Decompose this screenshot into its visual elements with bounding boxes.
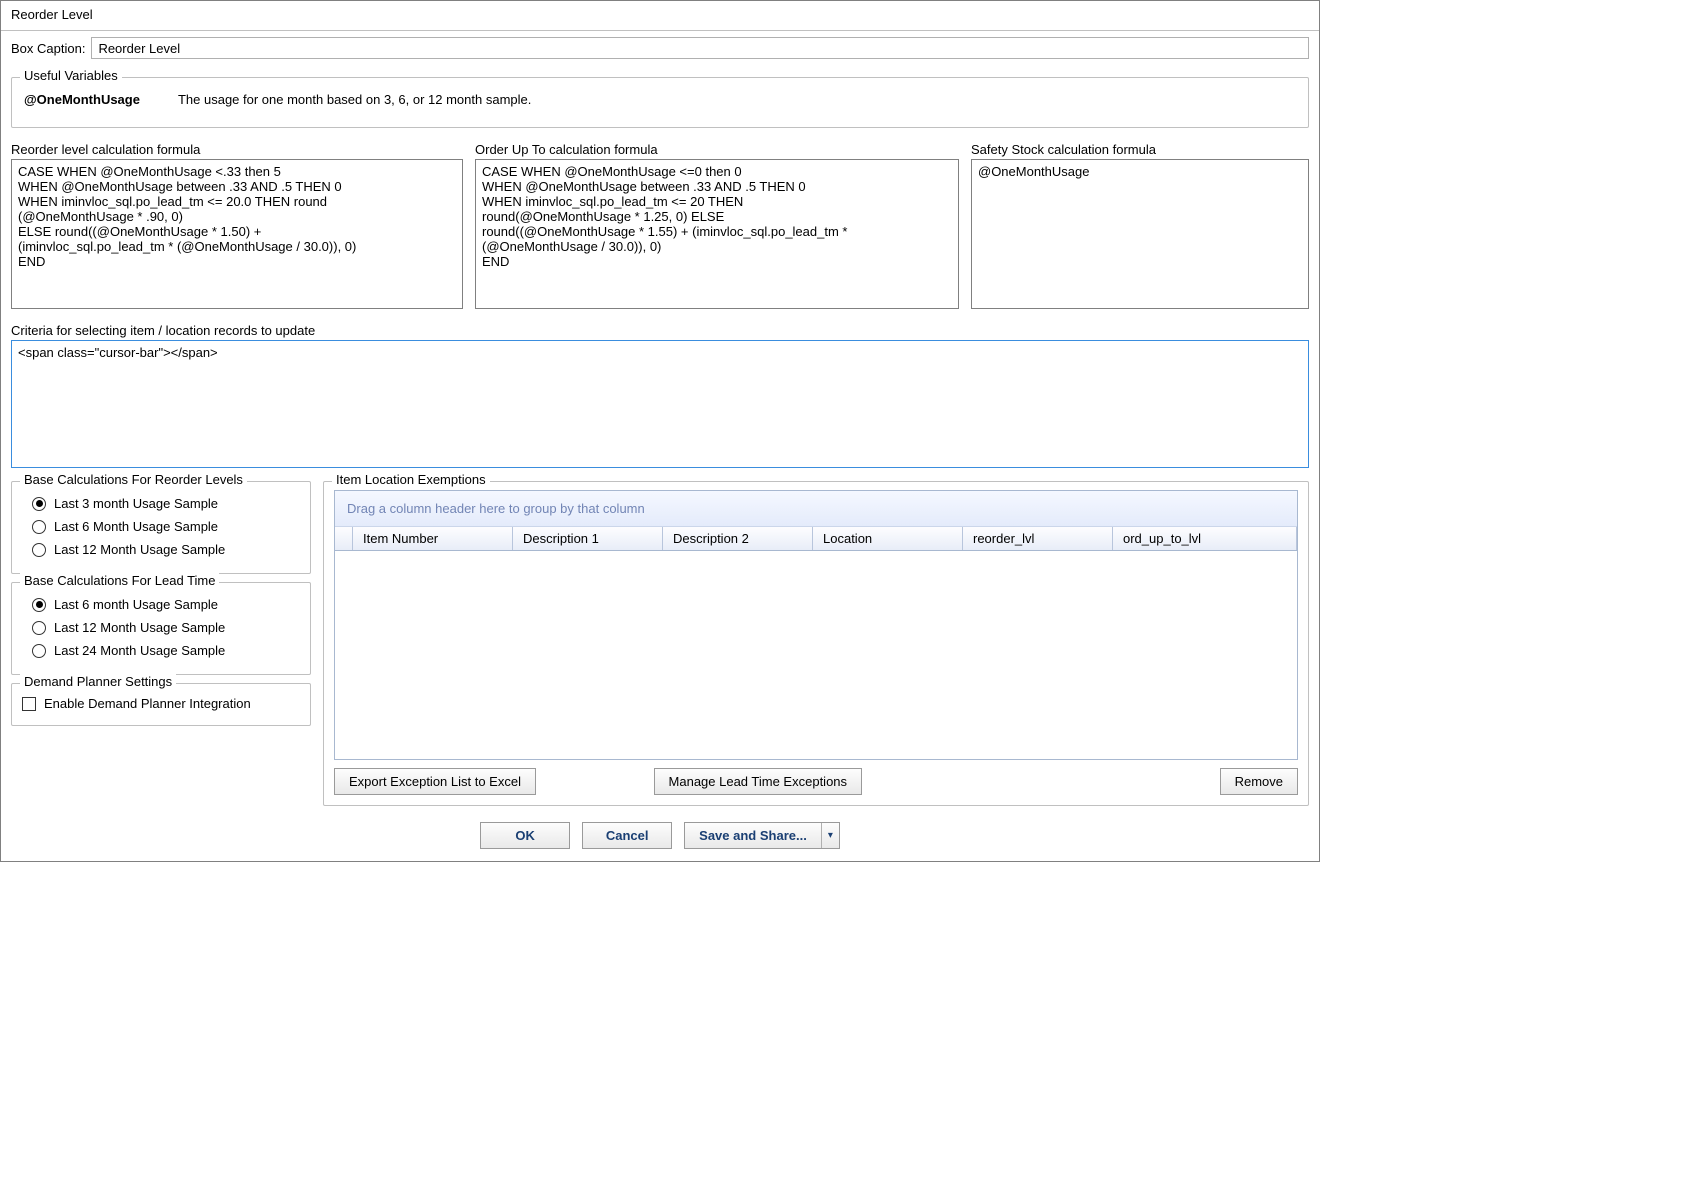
dialog-button-bar: OK Cancel Save and Share... ▾ [11,822,1309,849]
manage-lead-time-button[interactable]: Manage Lead Time Exceptions [654,768,863,795]
exemptions-legend: Item Location Exemptions [332,472,490,487]
window: Reorder Level Box Caption: Useful Variab… [0,0,1320,862]
criteria-label: Criteria for selecting item / location r… [11,323,1309,338]
grid-column-header[interactable]: Description 2 [663,527,813,550]
grid-header-row: Item NumberDescription 1Description 2Loc… [335,527,1297,551]
grid-row-indicator-header [335,527,353,550]
demand-integration-label: Enable Demand Planner Integration [44,696,251,711]
reorder-sample-label-0: Last 3 month Usage Sample [54,496,218,511]
reorder-base-legend: Base Calculations For Reorder Levels [20,472,247,487]
grid-column-header[interactable]: Description 1 [513,527,663,550]
reorder-sample-radio-1[interactable] [32,520,46,534]
exemptions-group: Item Location Exemptions Drag a column h… [323,481,1309,806]
lead-sample-option-0[interactable]: Last 6 month Usage Sample [32,593,300,616]
lead-sample-radio-1[interactable] [32,621,46,635]
save-share-button[interactable]: Save and Share... ▾ [684,822,840,849]
demand-settings-group: Demand Planner Settings Enable Demand Pl… [11,683,311,726]
save-share-label: Save and Share... [685,823,821,848]
reorder-sample-label-1: Last 6 Month Usage Sample [54,519,218,534]
box-caption-label: Box Caption: [11,41,85,56]
cancel-button[interactable]: Cancel [582,822,672,849]
safety-formula-label: Safety Stock calculation formula [971,142,1309,157]
ok-button[interactable]: OK [480,822,570,849]
criteria-input[interactable]: <span class="cursor-bar"></span> [11,340,1309,468]
reorder-sample-label-2: Last 12 Month Usage Sample [54,542,225,557]
formulas-row: Reorder level calculation formula Order … [11,142,1309,309]
window-title: Reorder Level [11,7,93,22]
reorder-sample-radio-2[interactable] [32,543,46,557]
demand-integration-checkbox[interactable] [22,697,36,711]
useful-variables-legend: Useful Variables [20,68,122,83]
safety-formula-input[interactable] [971,159,1309,309]
orderupto-formula-input[interactable] [475,159,959,309]
lead-sample-label-1: Last 12 Month Usage Sample [54,620,225,635]
demand-integration-checkbox-row[interactable]: Enable Demand Planner Integration [22,692,300,715]
grid-column-header[interactable]: Item Number [353,527,513,550]
variable-name: @OneMonthUsage [24,92,140,107]
reorder-base-group: Base Calculations For Reorder Levels Las… [11,481,311,574]
export-exception-button[interactable]: Export Exception List to Excel [334,768,536,795]
lead-base-group: Base Calculations For Lead Time Last 6 m… [11,582,311,675]
orderupto-formula-label: Order Up To calculation formula [475,142,959,157]
lead-sample-radio-0[interactable] [32,598,46,612]
reorder-formula-label: Reorder level calculation formula [11,142,463,157]
title-bar: Reorder Level [1,1,1319,31]
reorder-sample-option-1[interactable]: Last 6 Month Usage Sample [32,515,300,538]
variable-description: The usage for one month based on 3, 6, o… [178,92,531,107]
lead-sample-option-1[interactable]: Last 12 Month Usage Sample [32,616,300,639]
lead-base-legend: Base Calculations For Lead Time [20,573,219,588]
lead-sample-radio-2[interactable] [32,644,46,658]
reorder-sample-option-2[interactable]: Last 12 Month Usage Sample [32,538,300,561]
reorder-formula-input[interactable] [11,159,463,309]
grid-column-header[interactable]: reorder_lvl [963,527,1113,550]
exemptions-grid[interactable]: Drag a column header here to group by th… [334,490,1298,760]
grid-column-header[interactable]: ord_up_to_lvl [1113,527,1297,550]
demand-settings-legend: Demand Planner Settings [20,674,176,689]
grid-column-header[interactable]: Location [813,527,963,550]
criteria-block: Criteria for selecting item / location r… [11,323,1309,471]
save-share-dropdown-icon[interactable]: ▾ [821,823,839,848]
lead-sample-label-0: Last 6 month Usage Sample [54,597,218,612]
box-caption-row: Box Caption: [1,31,1319,67]
reorder-sample-option-0[interactable]: Last 3 month Usage Sample [32,492,300,515]
useful-variables-group: Useful Variables @OneMonthUsage The usag… [11,77,1309,128]
grid-group-hint[interactable]: Drag a column header here to group by th… [335,491,1297,527]
remove-exception-button[interactable]: Remove [1220,768,1298,795]
reorder-sample-radio-0[interactable] [32,497,46,511]
grid-body[interactable] [335,551,1297,759]
box-caption-input[interactable] [91,37,1309,59]
lead-sample-label-2: Last 24 Month Usage Sample [54,643,225,658]
lead-sample-option-2[interactable]: Last 24 Month Usage Sample [32,639,300,662]
